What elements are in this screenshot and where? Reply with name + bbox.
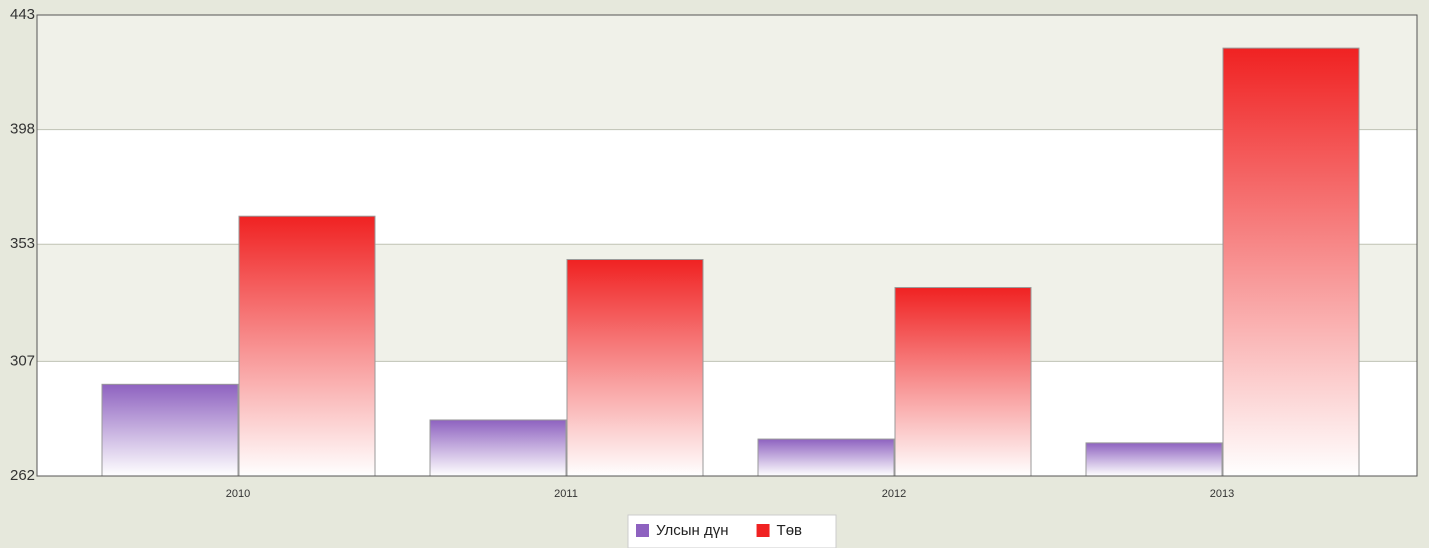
bar: [566, 259, 704, 477]
legend-swatch: [636, 524, 649, 537]
x-tick-label: 2012: [882, 488, 906, 500]
bar: [1085, 442, 1223, 477]
legend: [627, 514, 837, 548]
y-tick-label: 398: [10, 121, 35, 138]
bar: [757, 438, 895, 477]
x-tick-label: 2011: [554, 488, 578, 500]
legend-label: Төв: [777, 522, 803, 539]
y-tick-label: 262: [10, 467, 35, 484]
bar: [429, 419, 567, 477]
y-tick-label: 307: [10, 352, 35, 369]
y-tick-label: 353: [10, 235, 35, 252]
x-tick-label: 2010: [226, 488, 250, 500]
legend-swatch: [756, 524, 770, 537]
legend-label: Улсын дүн: [656, 522, 729, 539]
plot-border: [36, 14, 1418, 477]
bar: [238, 215, 376, 477]
bar: [894, 287, 1032, 477]
y-tick-label: 443: [10, 6, 35, 23]
bar: [101, 383, 239, 477]
x-tick-label: 2013: [1210, 488, 1234, 500]
bar: [1222, 47, 1360, 477]
